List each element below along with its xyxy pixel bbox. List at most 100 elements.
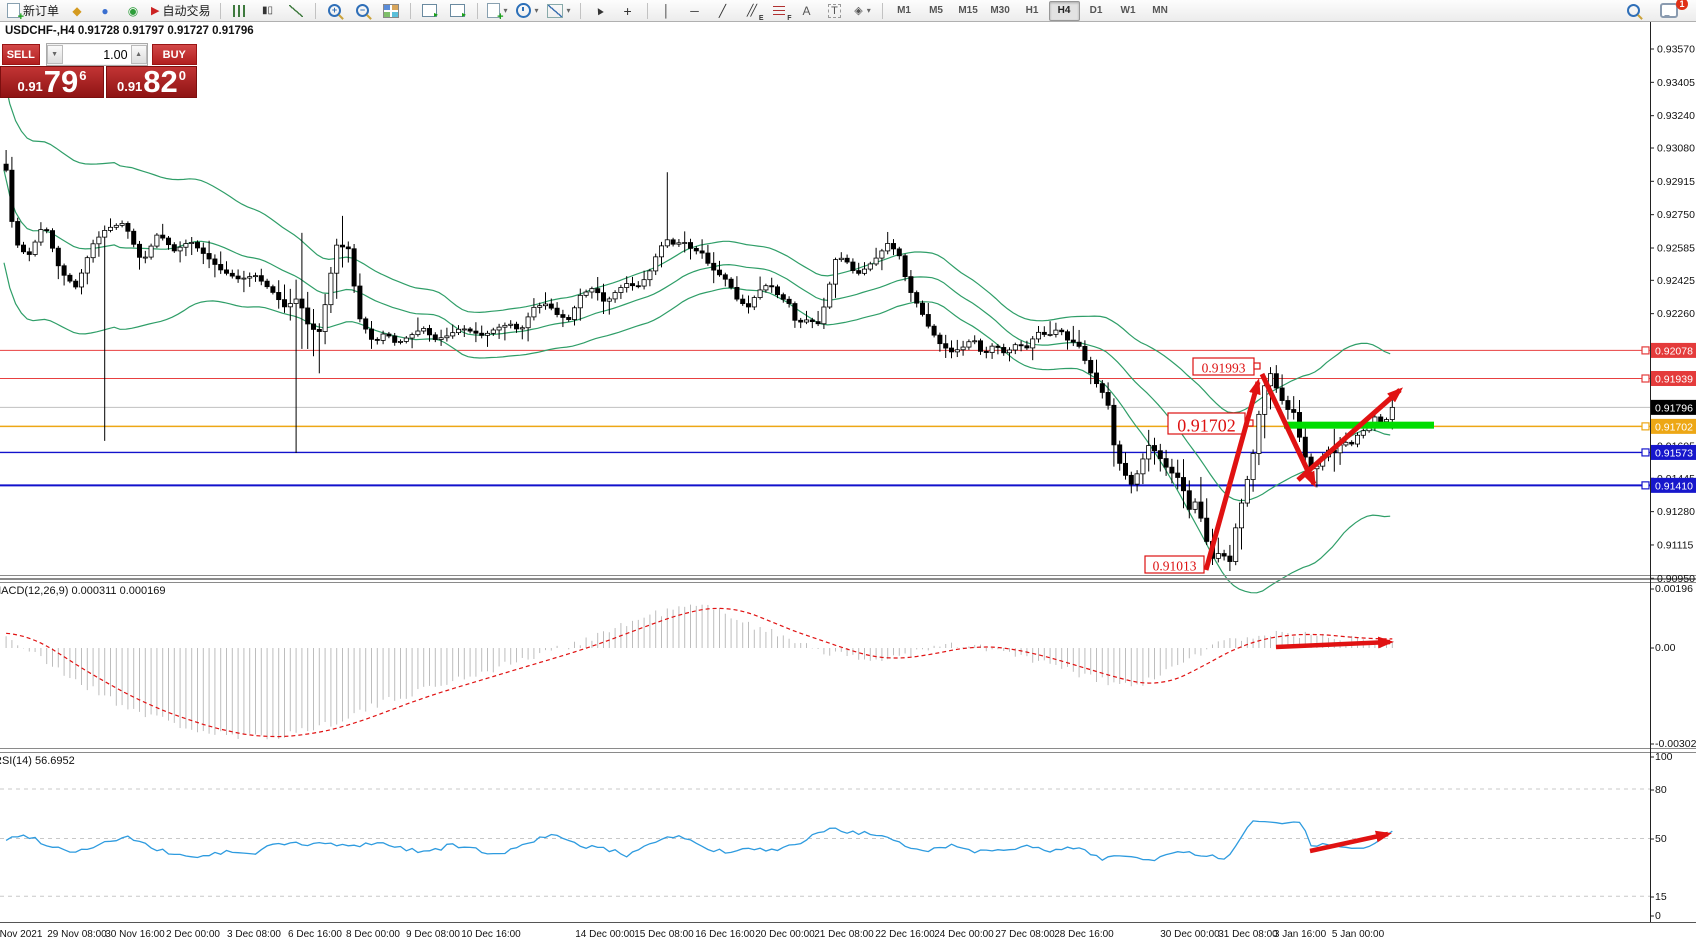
candlestick-icon: ▮▯ <box>261 5 273 16</box>
macd-pane: MACD(12,26,9) 0.000311 0.000169 <box>0 585 1393 740</box>
svg-text:0.93570: 0.93570 <box>1657 44 1695 56</box>
svg-text:0.91410: 0.91410 <box>1655 480 1693 492</box>
profile-icon: ● <box>101 3 109 18</box>
bar-chart-icon <box>233 4 246 17</box>
auto-trading-label: 自动交易 <box>162 4 211 18</box>
styler-icon: ◆ <box>72 3 82 18</box>
search-icon <box>1626 4 1640 17</box>
zoom-out-icon: − <box>356 4 369 17</box>
arrows-button[interactable]: ◈ ▾ <box>850 1 876 21</box>
svg-text:0: 0 <box>1655 910 1661 922</box>
svg-text:5 Jan 00:00: 5 Jan 00:00 <box>1332 929 1385 940</box>
trend-arrows[interactable] <box>1203 372 1403 854</box>
svg-text:24 Dec 00:00: 24 Dec 00:00 <box>934 929 994 940</box>
buy-price-box[interactable]: 0.91 82 0 <box>106 66 197 98</box>
tile-windows-button[interactable] <box>378 1 404 21</box>
indicators-button[interactable]: ▾ <box>484 1 511 23</box>
buy-price-sup: 0 <box>178 68 187 83</box>
styler-button[interactable]: ◆ <box>64 1 90 21</box>
svg-text:3 Dec 08:00: 3 Dec 08:00 <box>227 929 281 940</box>
arrows-icon: ◈ <box>854 5 863 17</box>
timeframe-m15-button[interactable]: M15 <box>958 5 978 16</box>
sell-price-big: 79 <box>43 64 79 99</box>
volume-stepper: ▼ ▲ <box>45 43 148 66</box>
horizontal-line-button[interactable]: ─ <box>682 1 708 21</box>
timeframe-m1-button[interactable]: M1 <box>897 5 911 16</box>
indicators-icon <box>486 3 504 23</box>
channel-button[interactable]: ╱╱ E <box>738 1 764 22</box>
channel-icon: ╱╱ <box>746 5 757 17</box>
svg-text:8 Dec 00:00: 8 Dec 00:00 <box>346 929 400 940</box>
svg-text:27 Dec 08:00: 27 Dec 08:00 <box>995 929 1055 940</box>
bar-chart-button[interactable] <box>227 1 253 21</box>
svg-text:0.92078: 0.92078 <box>1655 345 1693 357</box>
notifications-button[interactable]: 1 <box>1656 0 1688 21</box>
zoom-out-button[interactable]: − <box>350 1 376 21</box>
buy-button[interactable]: BUY <box>151 44 197 65</box>
auto-scroll-button[interactable] <box>417 1 443 21</box>
svg-text:0.92425: 0.92425 <box>1657 275 1695 287</box>
notification-badge: 1 <box>1676 0 1688 10</box>
profile-button[interactable]: ● <box>92 1 118 21</box>
timeframe-d1-button[interactable]: D1 <box>1089 5 1103 16</box>
fibonacci-icon <box>772 5 785 16</box>
label-button[interactable]: T <box>822 1 848 21</box>
new-order-icon <box>7 3 24 23</box>
price-axis[interactable]: 0.93570 0.93405 0.93240 0.93080 0.92915 0.927… <box>0 22 1696 923</box>
crosshair-button[interactable]: + <box>615 1 641 21</box>
level-lines[interactable] <box>0 349 1650 487</box>
templates-button[interactable]: ▾ <box>544 1 574 21</box>
toolbar-separator <box>409 2 411 19</box>
sell-button[interactable]: SELL <box>2 44 40 65</box>
volume-increase-button[interactable]: ▲ <box>130 45 147 64</box>
time-axis[interactable]: Nov 2021 29 Nov 08:0030 Nov 16:00 2 Dec 00… <box>0 929 1385 940</box>
line-chart-icon <box>288 4 303 17</box>
chevron-down-icon: ▾ <box>866 6 871 15</box>
text-button[interactable]: A <box>794 1 820 21</box>
svg-text:80: 80 <box>1655 784 1667 796</box>
candles <box>3 150 1395 572</box>
timeframe-mn-button[interactable]: MN <box>1152 5 1168 16</box>
svg-text:2 Dec 00:00: 2 Dec 00:00 <box>166 929 220 940</box>
price-badges: 0.92078 0.91939 0.91796 0.91702 0.91573 0.914… <box>1641 342 1696 493</box>
timeframe-h4-button[interactable]: H4 <box>1048 0 1080 21</box>
sell-price-box[interactable]: 0.91 79 6 <box>0 66 104 98</box>
buy-price-big: 82 <box>143 64 178 99</box>
svg-text:50: 50 <box>1655 833 1667 845</box>
news-button[interactable]: ◉ <box>120 1 146 21</box>
chart-shift-button[interactable] <box>445 1 471 21</box>
volume-input[interactable] <box>62 45 131 64</box>
svg-text:22 Dec 16:00: 22 Dec 16:00 <box>875 929 935 940</box>
new-order-button[interactable]: 新订单 <box>4 1 62 23</box>
timeframe-m30-button[interactable]: M30 <box>990 5 1010 16</box>
bollinger-bands <box>3 77 1391 594</box>
line-chart-button[interactable] <box>283 1 309 21</box>
svg-text:20 Dec 00:00: 20 Dec 00:00 <box>755 929 815 940</box>
candlestick-chart-button[interactable]: ▮▯ <box>255 1 281 21</box>
timeframe-h1-button[interactable]: H1 <box>1025 5 1039 16</box>
volume-decrease-button[interactable]: ▼ <box>46 45 63 64</box>
zoom-in-button[interactable]: + <box>322 1 348 21</box>
search-button[interactable] <box>1620 1 1646 21</box>
auto-trading-button[interactable]: ▶ 自动交易 <box>148 1 213 21</box>
fibonacci-button[interactable]: F <box>766 1 792 22</box>
periods-dropdown-button[interactable]: ▾ <box>513 1 542 21</box>
svg-text:0.91573: 0.91573 <box>1655 447 1693 459</box>
trendline-button[interactable]: ╱ <box>710 1 736 21</box>
timeframe-m5-button[interactable]: M5 <box>929 5 943 16</box>
news-icon: ◉ <box>127 3 139 18</box>
cursor-button[interactable]: ▲ <box>587 1 613 21</box>
vertical-line-button[interactable]: │ <box>654 1 680 21</box>
buy-price-main: 0.91 <box>116 79 143 94</box>
fibonacci-letter: F <box>787 14 792 22</box>
label-icon: T <box>828 3 841 18</box>
clock-icon <box>515 3 531 18</box>
svg-text:28 Dec 16:00: 28 Dec 16:00 <box>1054 929 1114 940</box>
svg-text:14 Dec 00:00: 14 Dec 00:00 <box>575 929 635 940</box>
trendline-icon: ╱ <box>718 3 727 18</box>
timeframe-w1-button[interactable]: W1 <box>1120 5 1136 16</box>
sell-price-sup: 6 <box>79 68 87 83</box>
horizontal-line-icon: ─ <box>690 3 699 18</box>
